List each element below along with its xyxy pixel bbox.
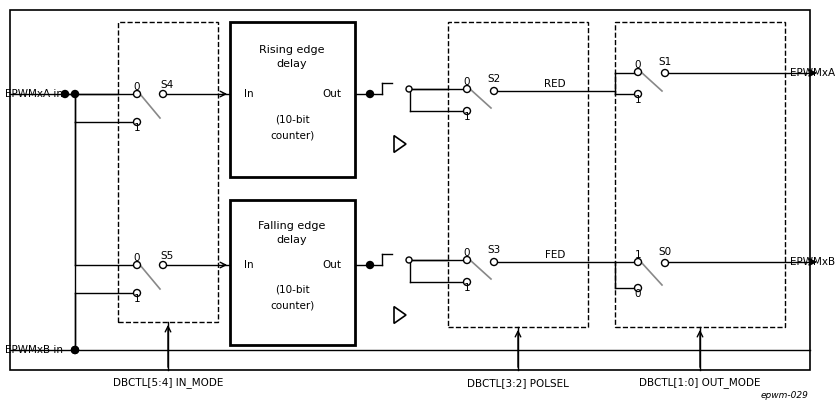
Bar <box>448 22 588 327</box>
Circle shape <box>159 261 167 269</box>
Circle shape <box>71 90 79 97</box>
Text: Rising edge: Rising edge <box>259 45 325 55</box>
Circle shape <box>71 347 79 354</box>
Text: 1: 1 <box>634 95 641 105</box>
Polygon shape <box>394 307 406 323</box>
Text: In: In <box>244 260 254 270</box>
Circle shape <box>490 259 498 265</box>
Text: EPWMxB: EPWMxB <box>790 257 835 267</box>
Text: In: In <box>244 89 254 99</box>
Text: 1: 1 <box>463 283 470 293</box>
Circle shape <box>133 90 141 97</box>
Text: 1: 1 <box>634 250 641 260</box>
Text: S5: S5 <box>160 251 173 261</box>
Text: DBCTL[5:4] IN_MODE: DBCTL[5:4] IN_MODE <box>113 378 223 389</box>
Text: counter): counter) <box>270 130 314 140</box>
Circle shape <box>133 118 141 126</box>
Text: S0: S0 <box>658 247 671 257</box>
Circle shape <box>634 69 642 76</box>
Text: (10-bit: (10-bit <box>275 115 309 125</box>
Text: EPWMxA: EPWMxA <box>790 68 835 78</box>
Circle shape <box>661 69 669 76</box>
Text: EPWMxB in: EPWMxB in <box>5 345 63 355</box>
Circle shape <box>366 90 374 97</box>
Circle shape <box>463 86 470 93</box>
Polygon shape <box>394 136 406 152</box>
Bar <box>615 22 785 327</box>
Circle shape <box>159 90 167 97</box>
Circle shape <box>61 90 69 97</box>
Circle shape <box>490 88 498 95</box>
Text: 1: 1 <box>134 123 140 133</box>
Text: DBCTL[3:2] POLSEL: DBCTL[3:2] POLSEL <box>467 378 569 388</box>
Text: 0: 0 <box>134 253 140 263</box>
Text: RED: RED <box>544 79 566 89</box>
Text: Out: Out <box>322 260 341 270</box>
Text: EPWMxA in: EPWMxA in <box>5 89 63 99</box>
Text: counter): counter) <box>270 300 314 310</box>
Text: 0: 0 <box>463 248 470 258</box>
Bar <box>230 200 355 345</box>
Bar <box>230 22 355 177</box>
Text: S4: S4 <box>160 80 173 90</box>
Text: 0: 0 <box>463 77 470 87</box>
Text: DBCTL[1:0] OUT_MODE: DBCTL[1:0] OUT_MODE <box>639 378 761 389</box>
Circle shape <box>463 278 470 286</box>
Circle shape <box>366 261 374 269</box>
Text: delay: delay <box>277 59 308 69</box>
Text: epwm-029: epwm-029 <box>760 391 808 400</box>
Circle shape <box>463 257 470 263</box>
Bar <box>10 10 810 370</box>
Text: 1: 1 <box>134 294 140 304</box>
Circle shape <box>463 107 470 114</box>
Text: (10-bit: (10-bit <box>275 285 309 295</box>
Text: FED: FED <box>545 250 565 260</box>
Text: delay: delay <box>277 235 308 245</box>
Circle shape <box>406 86 412 92</box>
Text: S2: S2 <box>487 74 500 84</box>
Text: 0: 0 <box>134 82 140 92</box>
Circle shape <box>634 90 642 97</box>
Circle shape <box>406 257 412 263</box>
Text: Out: Out <box>322 89 341 99</box>
Text: 0: 0 <box>634 289 641 299</box>
Circle shape <box>634 284 642 292</box>
Circle shape <box>71 347 79 354</box>
Bar <box>118 22 218 322</box>
Text: 0: 0 <box>634 60 641 70</box>
Circle shape <box>661 259 669 267</box>
Text: S3: S3 <box>487 245 500 255</box>
Text: Falling edge: Falling edge <box>258 221 326 231</box>
Text: 1: 1 <box>463 112 470 122</box>
Circle shape <box>634 259 642 265</box>
Circle shape <box>133 290 141 297</box>
Circle shape <box>133 261 141 269</box>
Text: S1: S1 <box>658 57 671 67</box>
